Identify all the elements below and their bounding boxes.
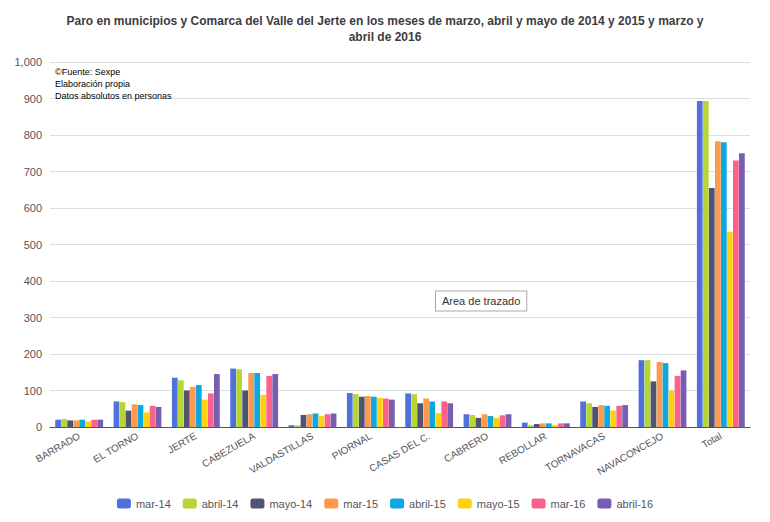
svg-text:100: 100 [24,385,42,397]
svg-text:Datos absolutos en personas: Datos absolutos en personas [55,91,172,101]
svg-text:mayo-14: mayo-14 [269,498,312,510]
svg-text:VALDASTILLAS: VALDASTILLAS [247,430,315,476]
svg-text:mar-16: mar-16 [551,498,586,510]
svg-text:400: 400 [24,275,42,287]
svg-text:0: 0 [36,421,42,433]
svg-text:JERTE: JERTE [166,430,199,455]
svg-text:REBOLLAR: REBOLLAR [497,430,549,466]
svg-text:PIORNAL: PIORNAL [330,430,374,462]
svg-text:600: 600 [24,202,42,214]
svg-text:1,000: 1,000 [14,56,42,68]
svg-text:NAVACONCEJO: NAVACONCEJO [595,430,665,477]
svg-text:mayo-15: mayo-15 [477,498,520,510]
svg-text:mar-14: mar-14 [136,498,171,510]
svg-text:Total: Total [700,430,724,450]
svg-text:500: 500 [24,239,42,251]
svg-text:abril de 2016: abril de 2016 [349,30,422,44]
svg-text:200: 200 [24,348,42,360]
svg-text:abril-15: abril-15 [409,498,446,510]
svg-text:©Fuente: Sexpe: ©Fuente: Sexpe [55,67,120,77]
svg-text:CABEZUELA: CABEZUELA [200,430,257,469]
svg-text:Paro en municipios y Comarca d: Paro en municipios y Comarca del Valle d… [67,14,704,28]
svg-text:BARRADO: BARRADO [34,430,82,464]
svg-text:mar-15: mar-15 [343,498,378,510]
svg-text:800: 800 [24,129,42,141]
svg-text:CASAS DEL C.: CASAS DEL C. [367,430,432,474]
svg-text:EL TORNO: EL TORNO [91,430,140,465]
svg-text:abril-16: abril-16 [616,498,653,510]
svg-text:abril-14: abril-14 [202,498,239,510]
svg-text:Elaboración propia: Elaboración propia [55,79,130,89]
svg-text:300: 300 [24,312,42,324]
svg-text:TORNAVACAS: TORNAVACAS [543,430,607,474]
svg-text:Area de trazado: Area de trazado [442,295,520,307]
svg-text:CABRERO: CABRERO [442,430,490,464]
svg-text:900: 900 [24,93,42,105]
svg-text:700: 700 [24,166,42,178]
